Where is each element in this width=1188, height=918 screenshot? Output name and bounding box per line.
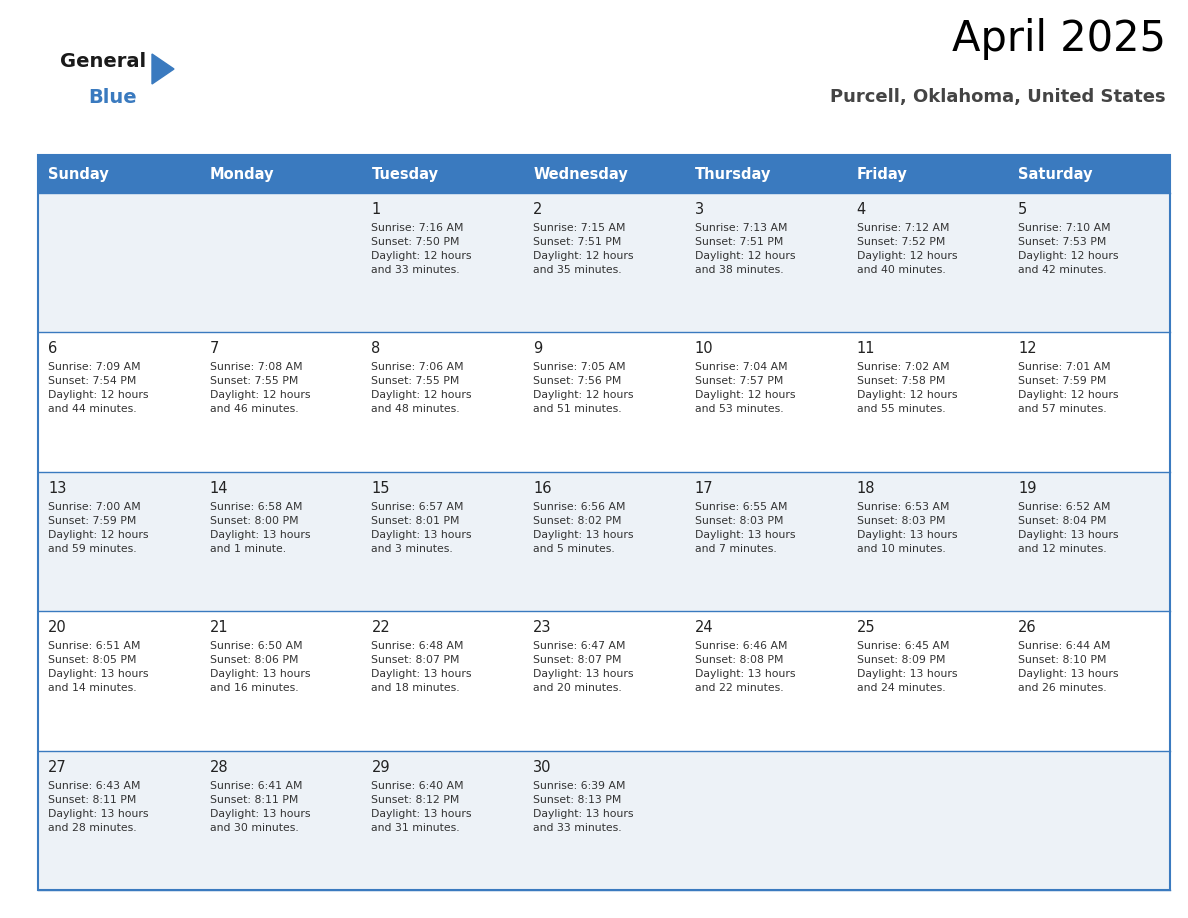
Text: April 2025: April 2025 xyxy=(952,18,1165,60)
Text: Purcell, Oklahoma, United States: Purcell, Oklahoma, United States xyxy=(830,88,1165,106)
Text: 8: 8 xyxy=(372,341,380,356)
Text: 19: 19 xyxy=(1018,481,1037,496)
Text: 20: 20 xyxy=(48,621,67,635)
Text: 6: 6 xyxy=(48,341,57,356)
Text: 22: 22 xyxy=(372,621,390,635)
Text: 26: 26 xyxy=(1018,621,1037,635)
Text: Sunrise: 6:51 AM
Sunset: 8:05 PM
Daylight: 13 hours
and 14 minutes.: Sunrise: 6:51 AM Sunset: 8:05 PM Dayligh… xyxy=(48,641,148,693)
Text: Sunrise: 6:55 AM
Sunset: 8:03 PM
Daylight: 13 hours
and 7 minutes.: Sunrise: 6:55 AM Sunset: 8:03 PM Dayligh… xyxy=(695,502,795,554)
Text: Sunrise: 6:58 AM
Sunset: 8:00 PM
Daylight: 13 hours
and 1 minute.: Sunrise: 6:58 AM Sunset: 8:00 PM Dayligh… xyxy=(210,502,310,554)
Text: 4: 4 xyxy=(857,202,866,217)
Text: 13: 13 xyxy=(48,481,67,496)
Text: Sunrise: 7:13 AM
Sunset: 7:51 PM
Daylight: 12 hours
and 38 minutes.: Sunrise: 7:13 AM Sunset: 7:51 PM Dayligh… xyxy=(695,223,795,275)
Bar xyxy=(38,751,1170,890)
Text: 17: 17 xyxy=(695,481,714,496)
Text: 28: 28 xyxy=(210,759,228,775)
Text: 29: 29 xyxy=(372,759,390,775)
Text: Sunrise: 7:15 AM
Sunset: 7:51 PM
Daylight: 12 hours
and 35 minutes.: Sunrise: 7:15 AM Sunset: 7:51 PM Dayligh… xyxy=(533,223,633,275)
Text: Sunrise: 7:16 AM
Sunset: 7:50 PM
Daylight: 12 hours
and 33 minutes.: Sunrise: 7:16 AM Sunset: 7:50 PM Dayligh… xyxy=(372,223,472,275)
Text: 27: 27 xyxy=(48,759,67,775)
Text: 3: 3 xyxy=(695,202,704,217)
Text: Sunrise: 6:53 AM
Sunset: 8:03 PM
Daylight: 13 hours
and 10 minutes.: Sunrise: 6:53 AM Sunset: 8:03 PM Dayligh… xyxy=(857,502,958,554)
Text: 30: 30 xyxy=(533,759,551,775)
Text: Sunrise: 6:48 AM
Sunset: 8:07 PM
Daylight: 13 hours
and 18 minutes.: Sunrise: 6:48 AM Sunset: 8:07 PM Dayligh… xyxy=(372,641,472,693)
Text: Sunrise: 7:10 AM
Sunset: 7:53 PM
Daylight: 12 hours
and 42 minutes.: Sunrise: 7:10 AM Sunset: 7:53 PM Dayligh… xyxy=(1018,223,1119,275)
Text: 23: 23 xyxy=(533,621,551,635)
Bar xyxy=(38,193,1170,332)
Text: Sunrise: 6:40 AM
Sunset: 8:12 PM
Daylight: 13 hours
and 31 minutes.: Sunrise: 6:40 AM Sunset: 8:12 PM Dayligh… xyxy=(372,780,472,833)
Text: Sunrise: 6:41 AM
Sunset: 8:11 PM
Daylight: 13 hours
and 30 minutes.: Sunrise: 6:41 AM Sunset: 8:11 PM Dayligh… xyxy=(210,780,310,833)
Text: General: General xyxy=(61,52,146,71)
Text: 25: 25 xyxy=(857,621,876,635)
Bar xyxy=(38,332,1170,472)
Text: Sunrise: 7:08 AM
Sunset: 7:55 PM
Daylight: 12 hours
and 46 minutes.: Sunrise: 7:08 AM Sunset: 7:55 PM Dayligh… xyxy=(210,363,310,414)
Text: Sunrise: 6:57 AM
Sunset: 8:01 PM
Daylight: 13 hours
and 3 minutes.: Sunrise: 6:57 AM Sunset: 8:01 PM Dayligh… xyxy=(372,502,472,554)
Text: Sunrise: 6:39 AM
Sunset: 8:13 PM
Daylight: 13 hours
and 33 minutes.: Sunrise: 6:39 AM Sunset: 8:13 PM Dayligh… xyxy=(533,780,633,833)
Text: Sunrise: 6:50 AM
Sunset: 8:06 PM
Daylight: 13 hours
and 16 minutes.: Sunrise: 6:50 AM Sunset: 8:06 PM Dayligh… xyxy=(210,641,310,693)
Text: 2: 2 xyxy=(533,202,543,217)
Bar xyxy=(38,155,1170,193)
Text: Blue: Blue xyxy=(88,88,137,107)
Text: Friday: Friday xyxy=(857,166,908,182)
Text: 15: 15 xyxy=(372,481,390,496)
Polygon shape xyxy=(152,54,173,84)
Text: Sunrise: 7:12 AM
Sunset: 7:52 PM
Daylight: 12 hours
and 40 minutes.: Sunrise: 7:12 AM Sunset: 7:52 PM Dayligh… xyxy=(857,223,958,275)
Text: Sunrise: 6:47 AM
Sunset: 8:07 PM
Daylight: 13 hours
and 20 minutes.: Sunrise: 6:47 AM Sunset: 8:07 PM Dayligh… xyxy=(533,641,633,693)
Bar xyxy=(38,611,1170,751)
Text: Sunrise: 6:46 AM
Sunset: 8:08 PM
Daylight: 13 hours
and 22 minutes.: Sunrise: 6:46 AM Sunset: 8:08 PM Dayligh… xyxy=(695,641,795,693)
Text: Saturday: Saturday xyxy=(1018,166,1093,182)
Text: Sunrise: 6:43 AM
Sunset: 8:11 PM
Daylight: 13 hours
and 28 minutes.: Sunrise: 6:43 AM Sunset: 8:11 PM Dayligh… xyxy=(48,780,148,833)
Text: Tuesday: Tuesday xyxy=(372,166,438,182)
Text: 12: 12 xyxy=(1018,341,1037,356)
Text: Monday: Monday xyxy=(210,166,274,182)
Text: 10: 10 xyxy=(695,341,714,356)
Text: Sunrise: 7:09 AM
Sunset: 7:54 PM
Daylight: 12 hours
and 44 minutes.: Sunrise: 7:09 AM Sunset: 7:54 PM Dayligh… xyxy=(48,363,148,414)
Bar xyxy=(38,155,1170,890)
Text: Sunrise: 6:44 AM
Sunset: 8:10 PM
Daylight: 13 hours
and 26 minutes.: Sunrise: 6:44 AM Sunset: 8:10 PM Dayligh… xyxy=(1018,641,1119,693)
Text: 7: 7 xyxy=(210,341,219,356)
Text: Wednesday: Wednesday xyxy=(533,166,628,182)
Bar xyxy=(38,472,1170,611)
Text: Sunrise: 7:06 AM
Sunset: 7:55 PM
Daylight: 12 hours
and 48 minutes.: Sunrise: 7:06 AM Sunset: 7:55 PM Dayligh… xyxy=(372,363,472,414)
Text: 14: 14 xyxy=(210,481,228,496)
Text: Sunrise: 7:01 AM
Sunset: 7:59 PM
Daylight: 12 hours
and 57 minutes.: Sunrise: 7:01 AM Sunset: 7:59 PM Dayligh… xyxy=(1018,363,1119,414)
Text: 21: 21 xyxy=(210,621,228,635)
Text: Sunrise: 7:02 AM
Sunset: 7:58 PM
Daylight: 12 hours
and 55 minutes.: Sunrise: 7:02 AM Sunset: 7:58 PM Dayligh… xyxy=(857,363,958,414)
Text: 5: 5 xyxy=(1018,202,1028,217)
Text: Sunday: Sunday xyxy=(48,166,109,182)
Text: 11: 11 xyxy=(857,341,876,356)
Text: 1: 1 xyxy=(372,202,380,217)
Text: Sunrise: 6:52 AM
Sunset: 8:04 PM
Daylight: 13 hours
and 12 minutes.: Sunrise: 6:52 AM Sunset: 8:04 PM Dayligh… xyxy=(1018,502,1119,554)
Text: 16: 16 xyxy=(533,481,551,496)
Text: Sunrise: 6:45 AM
Sunset: 8:09 PM
Daylight: 13 hours
and 24 minutes.: Sunrise: 6:45 AM Sunset: 8:09 PM Dayligh… xyxy=(857,641,958,693)
Text: Sunrise: 7:00 AM
Sunset: 7:59 PM
Daylight: 12 hours
and 59 minutes.: Sunrise: 7:00 AM Sunset: 7:59 PM Dayligh… xyxy=(48,502,148,554)
Text: 24: 24 xyxy=(695,621,714,635)
Text: Sunrise: 7:05 AM
Sunset: 7:56 PM
Daylight: 12 hours
and 51 minutes.: Sunrise: 7:05 AM Sunset: 7:56 PM Dayligh… xyxy=(533,363,633,414)
Text: Sunrise: 6:56 AM
Sunset: 8:02 PM
Daylight: 13 hours
and 5 minutes.: Sunrise: 6:56 AM Sunset: 8:02 PM Dayligh… xyxy=(533,502,633,554)
Text: Sunrise: 7:04 AM
Sunset: 7:57 PM
Daylight: 12 hours
and 53 minutes.: Sunrise: 7:04 AM Sunset: 7:57 PM Dayligh… xyxy=(695,363,795,414)
Text: 18: 18 xyxy=(857,481,876,496)
Text: 9: 9 xyxy=(533,341,543,356)
Text: Thursday: Thursday xyxy=(695,166,771,182)
